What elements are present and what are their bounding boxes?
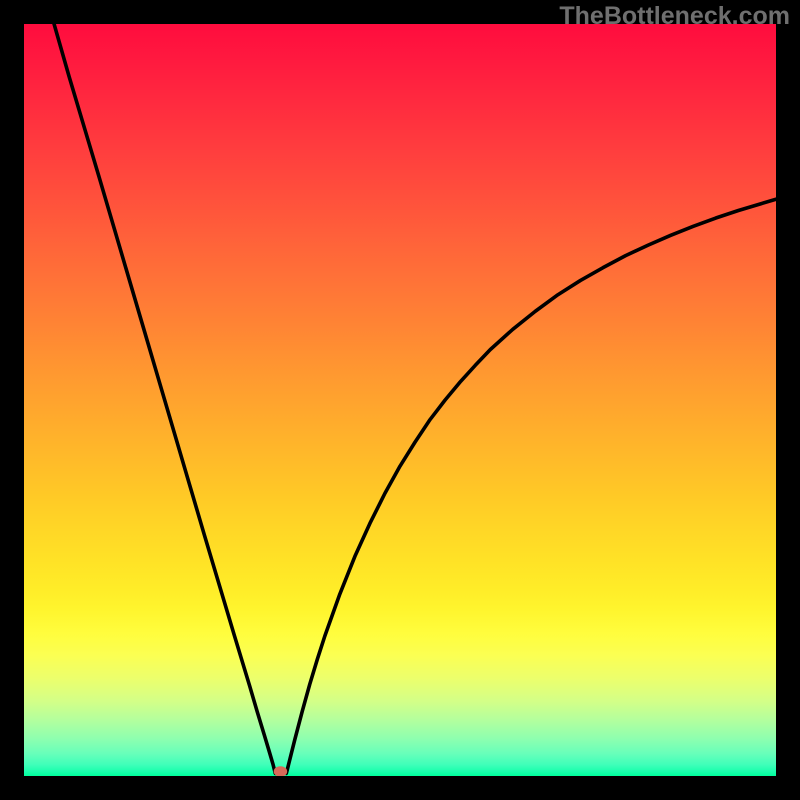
chart-container: TheBottleneck.com <box>0 0 800 800</box>
watermark-label: TheBottleneck.com <box>559 2 790 31</box>
chart-background <box>24 24 776 776</box>
plot-area <box>24 24 776 776</box>
chart-svg <box>24 24 776 776</box>
